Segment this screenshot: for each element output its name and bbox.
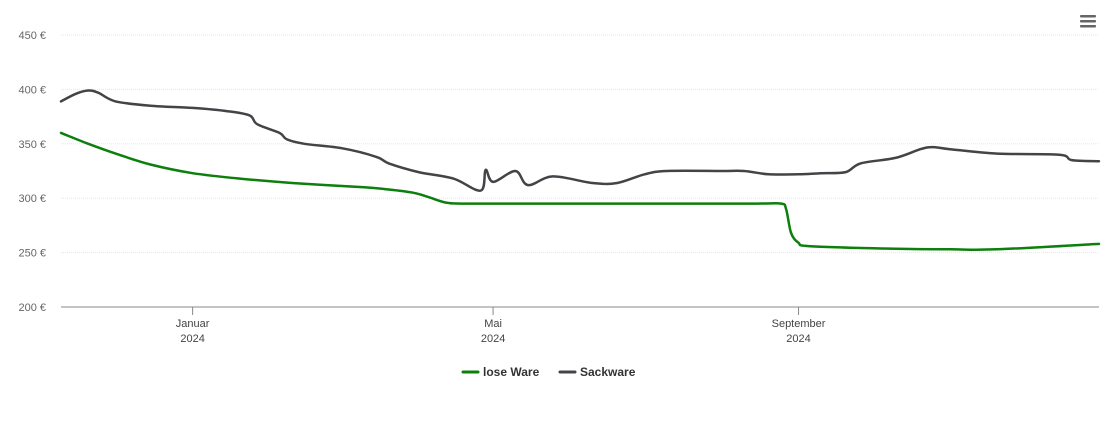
y-tick-label: 350 € (18, 139, 46, 151)
series-line-lose-ware[interactable] (59, 131, 1101, 251)
y-tick-label: 300 € (18, 193, 46, 205)
x-axis-ticks: Januar 2024 Mai 2024 September 2024 (176, 307, 826, 345)
x-tick-year: 2024 (180, 333, 204, 345)
gridlines (61, 34, 1099, 254)
legend-label: lose Ware (483, 365, 540, 379)
legend-item[interactable]: lose Ware (461, 365, 540, 379)
series-line-sackware[interactable] (59, 89, 1101, 192)
y-tick-label: 450 € (18, 30, 46, 42)
legend-label: Sackware (580, 365, 636, 379)
y-axis-labels: 200 € 250 € 300 € 350 € 400 € 450 € (18, 30, 46, 314)
x-tick-month: Januar (176, 318, 210, 330)
y-tick-label: 250 € (18, 248, 46, 260)
x-tick-month: September (772, 318, 826, 330)
x-tick-month: Mai (484, 318, 502, 330)
x-tick-year: 2024 (786, 333, 810, 345)
legend: lose Ware Sackware (461, 365, 636, 379)
series-lines (59, 89, 1101, 251)
legend-item[interactable]: Sackware (558, 365, 636, 379)
y-tick-label: 400 € (18, 84, 46, 96)
hamburger-menu-icon[interactable] (1076, 10, 1100, 32)
y-tick-label: 200 € (18, 302, 46, 314)
x-tick-year: 2024 (481, 333, 505, 345)
